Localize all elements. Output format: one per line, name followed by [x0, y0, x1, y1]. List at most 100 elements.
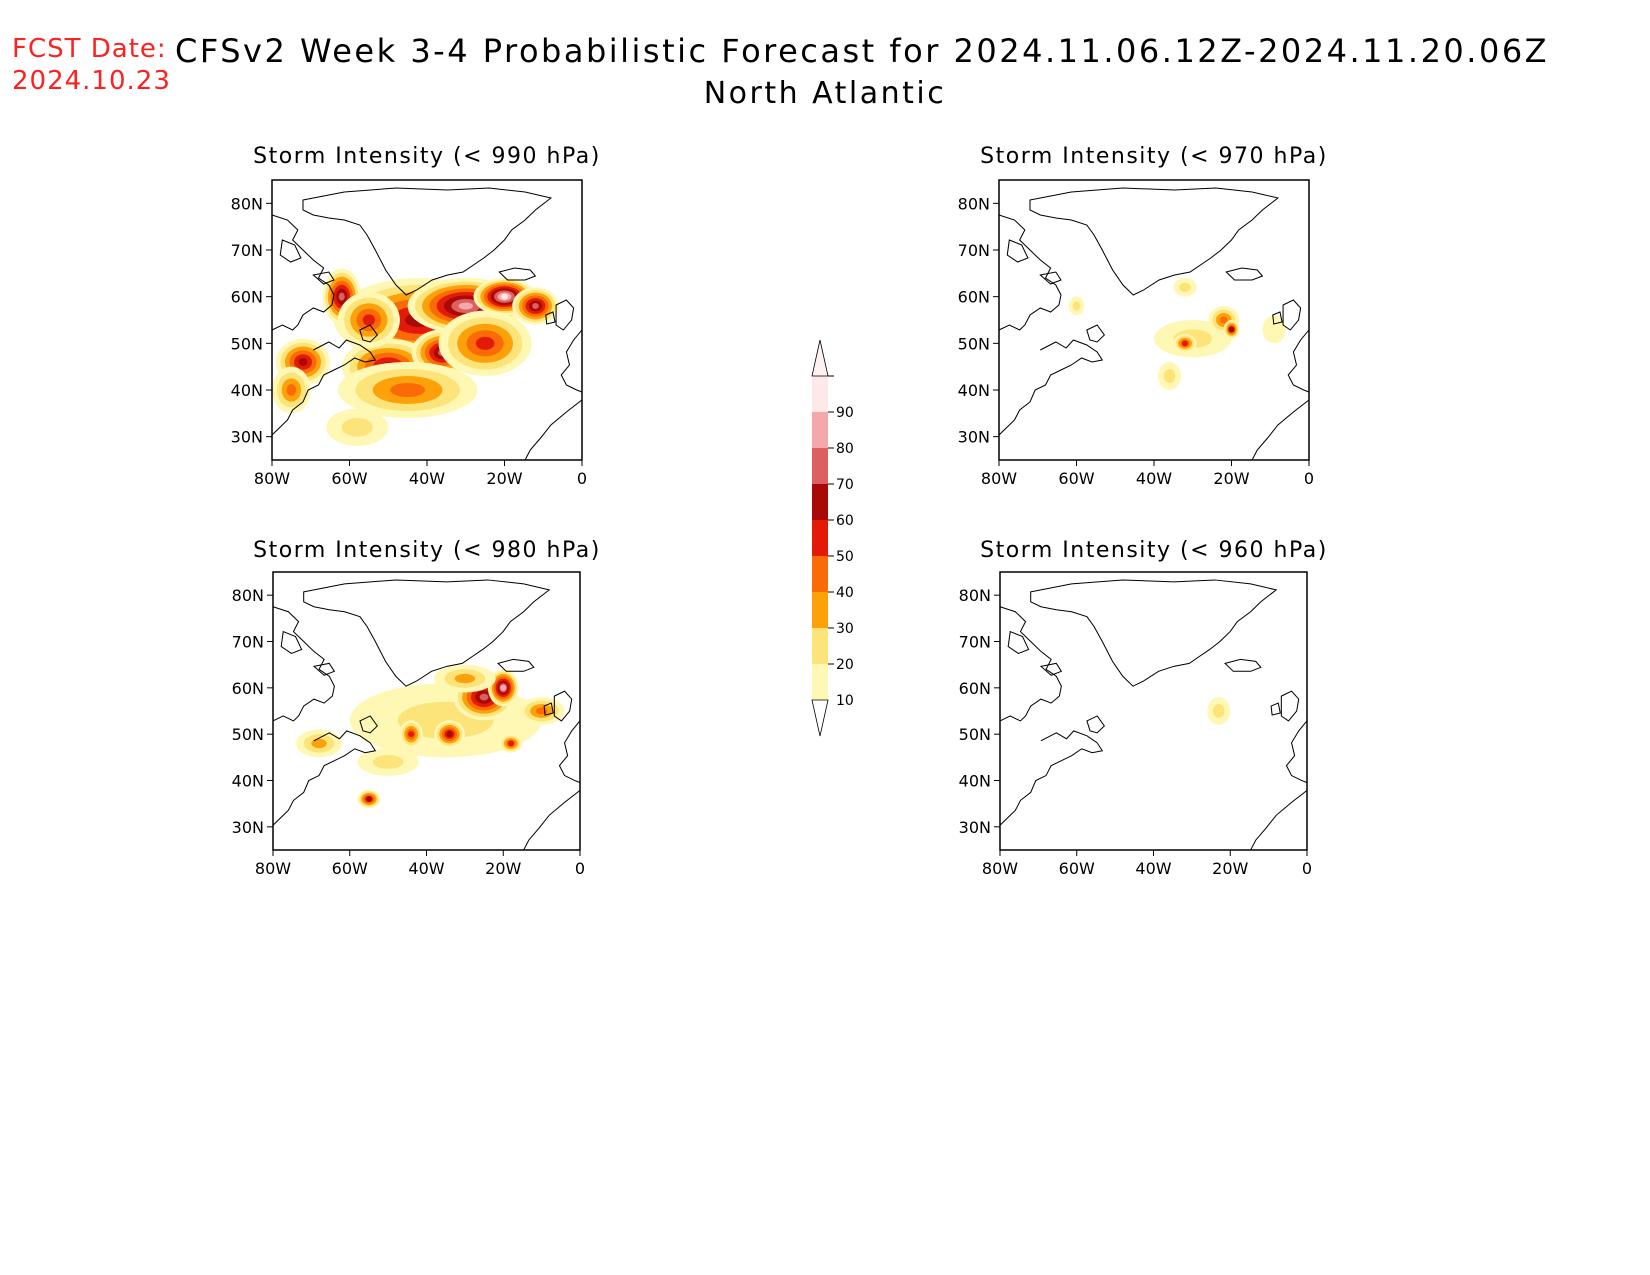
colorbar-segment-90	[812, 376, 828, 412]
axes-970: 80W 60W 40W 20W 0 80N 70N 60N 50N 40N 30N	[958, 194, 1314, 488]
contour-p990-12-40	[286, 384, 297, 396]
lon-label-p970-4: 0	[1304, 469, 1314, 488]
contour-p980-6-60	[365, 796, 372, 803]
fcst-date-label: FCST Date:	[12, 34, 167, 64]
map-panel-970: Storm Intensity (< 970 hPa) 80W 60W 40W 20W…	[958, 144, 1328, 488]
lat-label-p960-2: 60N	[959, 679, 991, 698]
contour-p970-3-60	[1228, 326, 1235, 333]
probability-field-960	[1207, 697, 1231, 725]
contour-p990-7-40	[390, 383, 426, 397]
colorbar-segment-30	[812, 592, 828, 628]
axes-990: 80W 60W 40W 20W 0 80N 70N 60N 50N 40N 30N	[231, 194, 587, 488]
contour-p980-10-30	[454, 673, 476, 684]
colorbar-label-80: 80	[836, 441, 854, 457]
colorbar-label-10: 10	[836, 693, 854, 709]
lon-label-p980-0: 80W	[255, 859, 291, 878]
lat-label-p960-0: 80N	[959, 586, 991, 605]
colorbar-label-40: 40	[836, 585, 854, 601]
contour-p990-8-20	[341, 418, 373, 437]
lat-label-p980-2: 60N	[232, 679, 264, 698]
lat-label-p990-0: 80N	[231, 194, 263, 213]
lat-label-p980-4: 40N	[232, 772, 264, 791]
coastline-960	[999, 579, 1308, 851]
panel-title-960: Storm Intensity (< 960 hPa)	[980, 538, 1328, 563]
contour-p980-2-80	[500, 684, 507, 691]
lat-label-p970-4: 40N	[958, 381, 990, 400]
colorbar-label-30: 30	[836, 621, 854, 637]
lon-label-p980-1: 60W	[332, 859, 368, 878]
lat-label-p990-1: 70N	[231, 241, 263, 260]
lat-label-p990-3: 50N	[231, 334, 263, 353]
lon-label-p960-2: 40W	[1135, 859, 1171, 878]
contour-p980-8-20	[372, 755, 404, 769]
lat-label-p960-4: 40N	[959, 772, 991, 791]
colorbar-label-50: 50	[836, 549, 854, 565]
colorbar-label-60: 60	[836, 513, 854, 529]
lat-label-p970-2: 60N	[958, 288, 990, 307]
probability-field-990	[272, 268, 559, 447]
probability-field-980	[296, 664, 565, 809]
colorbar-segment-70	[812, 448, 828, 484]
lat-label-p990-4: 40N	[231, 381, 263, 400]
map-panel-980: Storm Intensity (< 980 hPa) 80W 60W 40W 20W…	[232, 538, 601, 878]
map-panel-960: Storm Intensity (< 960 hPa) 80W 60W 40W 20W…	[959, 538, 1328, 878]
lon-label-p970-2: 40W	[1136, 469, 1172, 488]
colorbar-segment-50	[812, 520, 828, 556]
lon-label-p990-2: 40W	[409, 469, 445, 488]
contour-p980-9-40	[535, 707, 548, 715]
contour-p990-9-50	[475, 336, 495, 350]
lon-label-p960-3: 20W	[1212, 859, 1248, 878]
lon-label-p980-3: 20W	[485, 859, 521, 878]
lat-label-p970-0: 80N	[958, 194, 990, 213]
lat-label-p990-2: 60N	[231, 288, 263, 307]
colorbar-segment-10	[812, 664, 828, 700]
panel-title-970: Storm Intensity (< 970 hPa)	[980, 144, 1328, 169]
colorbar-segment-60	[812, 484, 828, 520]
figure-title: CFSv2 Week 3-4 Probabilistic Forecast fo…	[175, 32, 1550, 70]
lat-label-p970-3: 50N	[958, 334, 990, 353]
contour-p970-5-20	[1179, 282, 1191, 293]
lat-label-p980-1: 70N	[232, 633, 264, 652]
contour-p990-10-70	[532, 303, 539, 309]
lon-label-p970-3: 20W	[1213, 469, 1249, 488]
contour-p970-4-20	[1163, 369, 1176, 383]
lat-label-p960-5: 30N	[959, 818, 991, 837]
lon-label-p970-0: 80W	[981, 469, 1017, 488]
lon-label-p980-4: 0	[575, 859, 585, 878]
probability-field-970	[1068, 278, 1286, 390]
contour-p980-1-70	[479, 693, 489, 701]
region-title: North Atlantic	[703, 76, 947, 111]
axes-960: 80W 60W 40W 20W 0 80N 70N 60N 50N 40N 30N	[959, 586, 1312, 878]
coastline-970	[998, 187, 1310, 461]
contour-p980-7-30	[311, 738, 327, 749]
contour-p970-6-20	[1072, 301, 1081, 311]
contour-p990-4-70	[338, 292, 345, 301]
colorbar-segment-80	[812, 412, 828, 448]
colorbar-label-20: 20	[836, 657, 854, 673]
colorbar-bottom-extension	[811, 699, 829, 737]
contour-p970-1-40	[1219, 316, 1228, 324]
colorbar-label-90: 90	[836, 405, 854, 421]
map-frame-960	[999, 571, 1308, 851]
lat-label-p970-1: 70N	[958, 241, 990, 260]
lon-label-p990-0: 80W	[254, 469, 290, 488]
colorbar-segment-40	[812, 556, 828, 592]
contour-p970-7-10	[1262, 315, 1286, 344]
map-frame-970	[998, 179, 1310, 461]
contour-p970-2-50	[1182, 340, 1188, 347]
lon-label-p990-3: 20W	[486, 469, 522, 488]
panel-title-980: Storm Intensity (< 980 hPa)	[253, 538, 601, 563]
contour-p990-2-90	[501, 293, 508, 300]
colorbar-label-70: 70	[836, 477, 854, 493]
contour-p980-3-60	[446, 731, 453, 738]
lat-label-p990-5: 30N	[231, 428, 263, 447]
contour-p980-5-50	[507, 740, 514, 747]
colorbar-segment-20	[812, 628, 828, 664]
lat-label-p970-5: 30N	[958, 428, 990, 447]
contour-p980-4-50	[408, 731, 415, 738]
lon-label-p960-1: 60W	[1059, 859, 1095, 878]
lon-label-p990-1: 60W	[331, 469, 367, 488]
lat-label-p960-3: 50N	[959, 725, 991, 744]
lon-label-p980-2: 40W	[408, 859, 444, 878]
